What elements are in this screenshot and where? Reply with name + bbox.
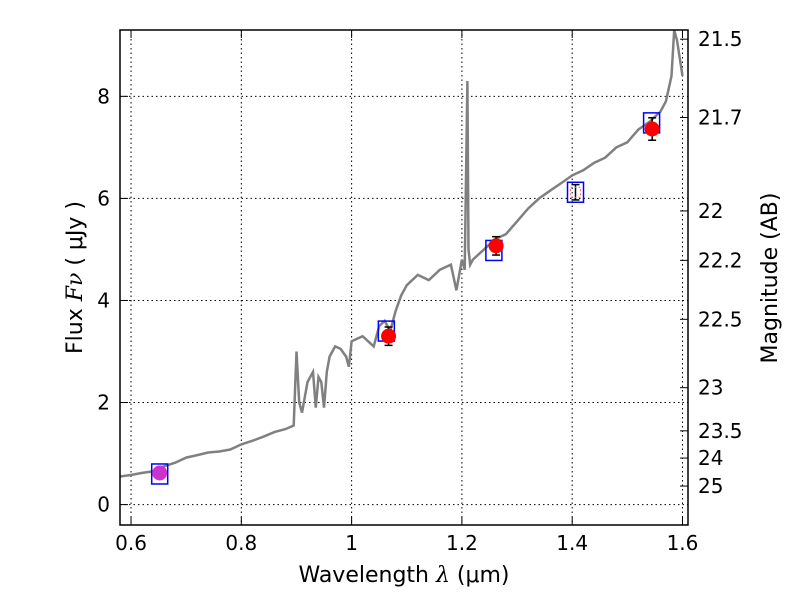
- x-tick-label: 1: [345, 531, 358, 555]
- observed-point-upper-limit: [570, 186, 582, 198]
- y-tick-label: 2: [97, 391, 110, 415]
- x-tick-label: 1.4: [556, 531, 588, 555]
- y2-tick-label: 25: [698, 474, 723, 498]
- spectrum-line: [120, 30, 684, 478]
- x-tick-label: 0.6: [115, 531, 147, 555]
- observed-point: [381, 328, 397, 344]
- x-axis-label: Wavelength λ (μm): [298, 563, 509, 588]
- y-axis-label: Flux Fν ( μJy ): [63, 201, 88, 354]
- y-tick-label: 8: [97, 84, 110, 108]
- y2-tick-label: 22.2: [698, 248, 743, 272]
- y-tick-label: 0: [97, 493, 110, 517]
- y-label-text: Flux: [63, 301, 88, 354]
- model-photometry-square: [566, 181, 585, 204]
- y2-tick-label: 22: [698, 199, 723, 223]
- y2-tick-label: 22.5: [698, 307, 743, 331]
- y-tick-label: 6: [97, 186, 110, 210]
- y2-tick-label: 21.7: [698, 105, 743, 129]
- observed-point: [644, 121, 660, 137]
- model-photometry-square: [150, 463, 169, 485]
- plot-frame: [119, 29, 689, 526]
- plot-area: [120, 30, 684, 485]
- x-label-text: Wavelength: [298, 563, 436, 588]
- y2-axis-label: Magnitude (AB): [758, 193, 783, 364]
- y2-tick-label: 23.5: [698, 419, 743, 443]
- y2-tick-label: 24: [698, 446, 723, 470]
- y2-tick-label: 21.5: [698, 27, 743, 51]
- grid: [120, 30, 688, 525]
- y-label-symbol: Fν: [63, 273, 88, 303]
- axes-ticks: 0.6 0.8 1 1.2 1.4 1.60246821.521.72222.222.52…: [97, 27, 742, 555]
- x-label-unit: (μm): [450, 563, 510, 588]
- x-tick-label: 0.8: [225, 531, 257, 555]
- x-tick-label: 1.2: [446, 531, 478, 555]
- observed-point: [152, 465, 168, 481]
- y-label-unit: ( μJy ): [63, 201, 88, 273]
- x-tick-label: 1.6: [667, 531, 699, 555]
- observed-point: [488, 238, 504, 254]
- y-tick-label: 4: [97, 288, 110, 312]
- x-label-symbol: λ: [435, 563, 450, 588]
- y2-tick-label: 23: [698, 376, 723, 400]
